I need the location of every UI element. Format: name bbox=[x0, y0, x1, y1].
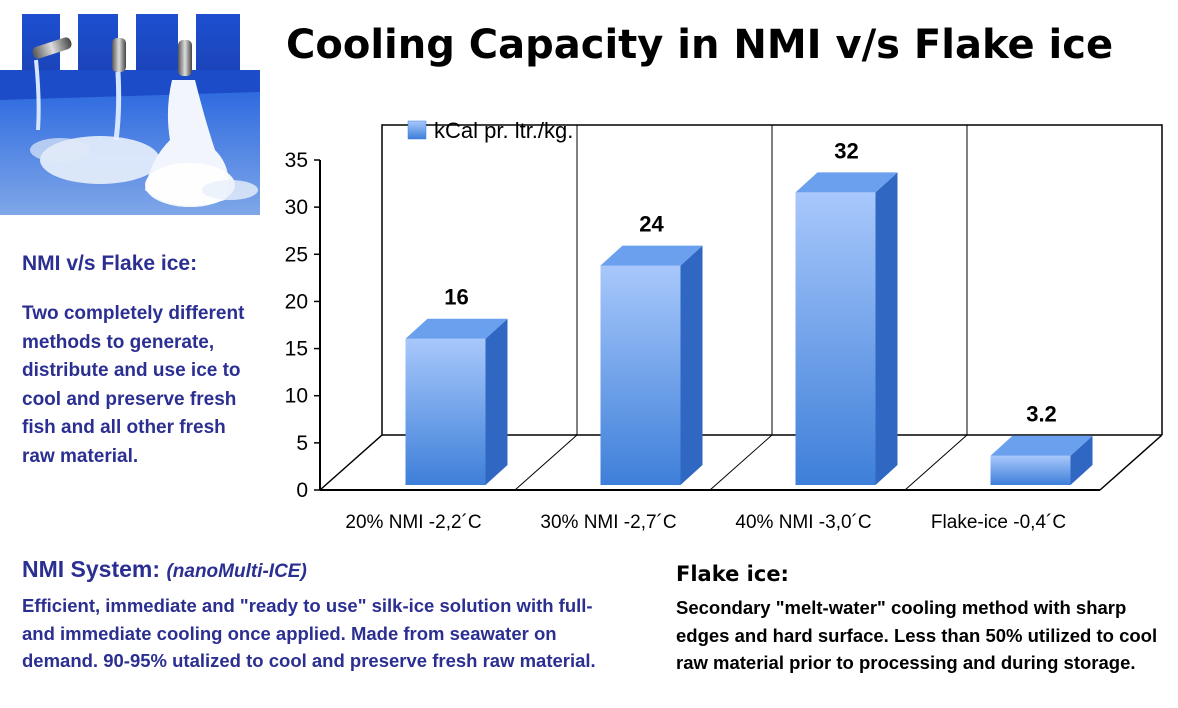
nmi-system-heading: NMI System: (nanoMulti-ICE) bbox=[22, 556, 307, 583]
bar-front-face bbox=[990, 455, 1071, 485]
x-category-label: Flake-ice -0,4´C bbox=[931, 512, 1066, 533]
y-tick-label: 20 bbox=[285, 290, 308, 313]
y-tick-label: 35 bbox=[285, 149, 308, 172]
x-category-label: 20% NMI -2,2´C bbox=[345, 512, 481, 533]
legend-swatch bbox=[407, 120, 427, 140]
y-tick-label: 10 bbox=[285, 385, 308, 408]
bar-top-face bbox=[600, 245, 703, 266]
y-tick-label: 15 bbox=[285, 338, 308, 361]
nmi-system-description: Efficient, immediate and "ready to use" … bbox=[22, 595, 596, 671]
x-category-label: 30% NMI -2,7´C bbox=[540, 512, 676, 533]
bar-side-face bbox=[680, 245, 703, 485]
nmi-system-subtitle: (nanoMulti-ICE) bbox=[166, 561, 307, 582]
bar-side-face bbox=[875, 172, 898, 485]
bar-3: 32 bbox=[795, 138, 898, 485]
chart-back-frame bbox=[319, 124, 1163, 491]
bar-front-face bbox=[600, 265, 681, 485]
flake-ice-description: Secondary "melt-water" cooling method wi… bbox=[676, 597, 1158, 673]
bar-top-face bbox=[405, 318, 508, 339]
page-title: Cooling Capacity in NMI v/s Flake ice bbox=[286, 22, 1114, 68]
bar-front-face bbox=[795, 192, 876, 485]
bar-data-label: 16 bbox=[444, 285, 468, 310]
y-tick-label: 30 bbox=[285, 196, 308, 219]
floor-right-edge bbox=[1099, 434, 1163, 491]
bar-top-face bbox=[795, 172, 898, 193]
floor-grid-line bbox=[904, 434, 968, 491]
bar-front-face bbox=[405, 338, 486, 485]
ice-machine-photo bbox=[0, 0, 260, 215]
bar-data-label: 32 bbox=[834, 138, 858, 163]
y-tick-label: 0 bbox=[296, 479, 308, 502]
bar-4: 3.2 bbox=[990, 402, 1093, 485]
bar-data-label: 3.2 bbox=[1026, 402, 1057, 427]
comparison-description: Two completely different methods to gene… bbox=[22, 303, 245, 467]
legend-label: kCal pr. ltr./kg. bbox=[434, 118, 573, 143]
y-tick-label: 25 bbox=[285, 243, 308, 266]
flake-ice-heading: Flake ice: bbox=[676, 562, 789, 586]
comparison-heading: NMI v/s Flake ice: bbox=[22, 252, 198, 275]
bar-side-face bbox=[485, 318, 508, 485]
bar-data-label: 24 bbox=[639, 212, 664, 237]
bar-2: 24 bbox=[600, 212, 703, 485]
bar-side-face bbox=[1070, 435, 1093, 485]
floor-grid-line bbox=[709, 434, 773, 491]
nmi-system-title: NMI System: bbox=[22, 556, 161, 582]
cooling-capacity-chart: 0 5 10 15 20 25 30 35 16 24 32 3.2 20% NMI -2,2´C 3… bbox=[285, 118, 1163, 533]
bar-1: 16 bbox=[405, 285, 508, 485]
x-category-label: 40% NMI -3,0´C bbox=[735, 512, 871, 533]
bar-top-face bbox=[990, 435, 1093, 456]
floor-grid-line bbox=[514, 434, 578, 491]
y-tick-label: 5 bbox=[296, 432, 308, 455]
